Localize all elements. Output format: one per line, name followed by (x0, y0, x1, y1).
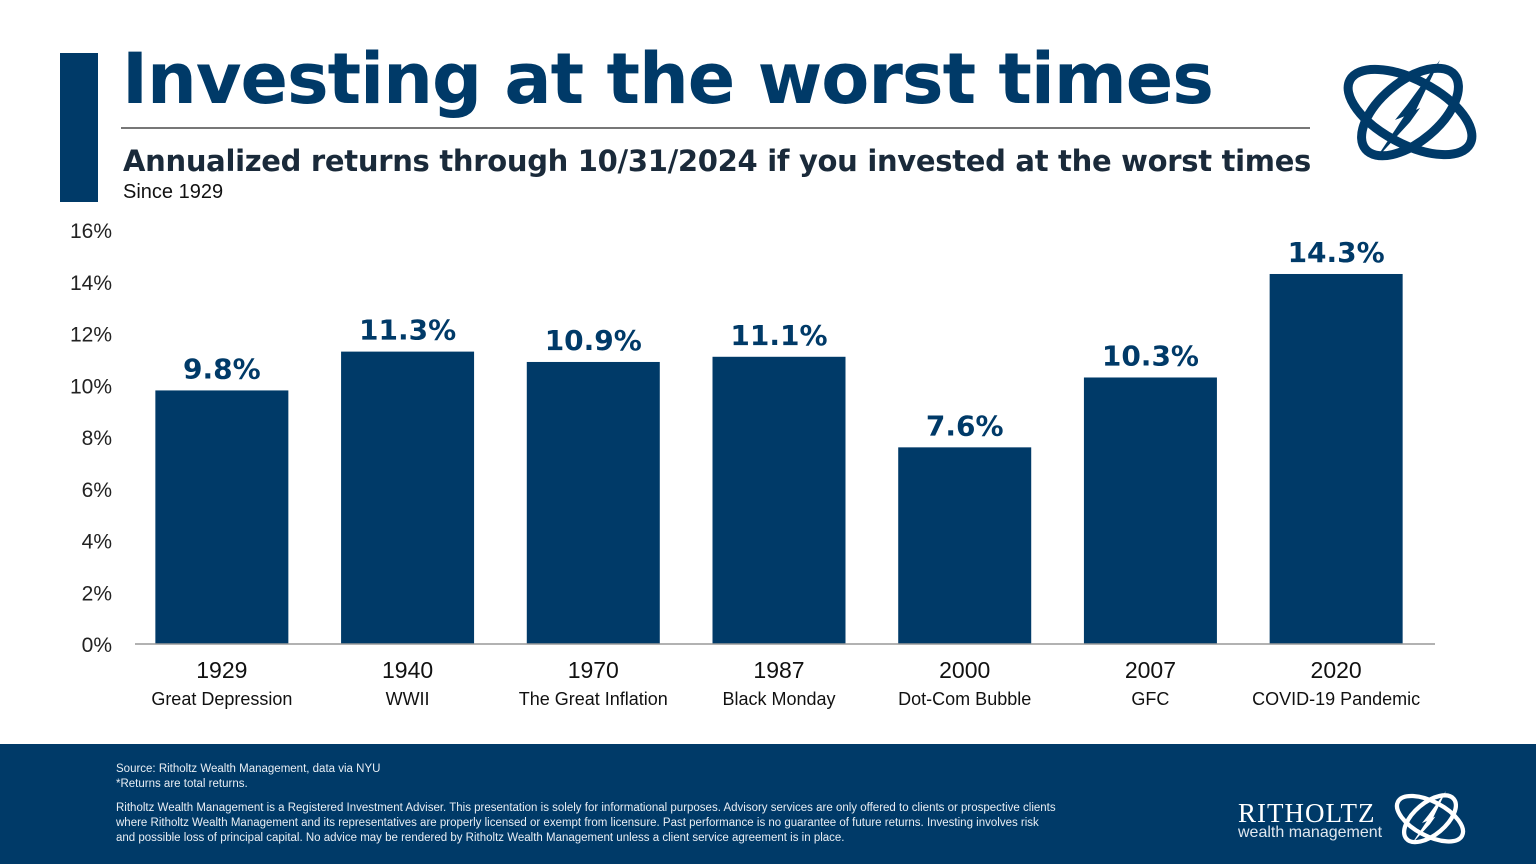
data-label: 14.3% (1288, 236, 1385, 269)
x-sublabel: The Great Inflation (519, 689, 668, 709)
y-tick-label: 4% (82, 531, 112, 554)
x-tick-label: 2020 (1311, 657, 1362, 683)
x-sublabel: COVID-19 Pandemic (1252, 689, 1420, 709)
brand-name: RITHOLTZ (1238, 798, 1376, 828)
x-tick-label: 1929 (196, 657, 247, 683)
data-label: 9.8% (183, 352, 261, 385)
note-text: *Returns are total returns. (116, 778, 248, 790)
brand-sub: wealth management (1238, 824, 1383, 841)
y-tick-label: 10% (70, 375, 112, 398)
data-label: 10.9% (545, 324, 642, 357)
bar (898, 447, 1032, 644)
y-tick-label: 2% (82, 582, 112, 605)
x-tick-label: 2000 (939, 657, 990, 683)
accent-bar (60, 53, 98, 202)
x-sublabel: Dot-Com Bubble (898, 689, 1031, 709)
data-label: 11.3% (359, 314, 456, 347)
bar (526, 361, 660, 644)
page-title: Investing at the worst times (122, 38, 1214, 120)
x-tick-label: 1987 (753, 657, 804, 683)
source-text: Source: Ritholtz Wealth Management, data… (116, 763, 381, 775)
bar (712, 356, 846, 644)
data-label: 10.3% (1102, 339, 1199, 372)
bar (155, 390, 289, 644)
x-tick-label: 1970 (568, 657, 619, 683)
y-tick-label: 6% (82, 479, 112, 502)
disclaimer-text: Ritholtz Wealth Management is a Register… (116, 802, 1056, 844)
data-label: 11.1% (730, 319, 827, 352)
bar (1083, 377, 1217, 644)
since-label: Since 1929 (123, 181, 224, 203)
x-sublabel: Great Depression (151, 689, 292, 709)
x-tick-label: 2007 (1125, 657, 1176, 683)
brand-logo: RITHOLTZ wealth management (1238, 798, 1383, 841)
x-sublabel: Black Monday (722, 689, 835, 709)
y-tick-label: 14% (70, 272, 112, 295)
ritholtz-logo-icon (1343, 60, 1477, 161)
y-tick-label: 0% (82, 634, 112, 657)
y-tick-label: 8% (82, 427, 112, 450)
y-tick-label: 12% (70, 324, 112, 347)
chart-subtitle: Annualized returns through 10/31/2024 if… (123, 144, 1312, 178)
title-divider (121, 127, 1310, 129)
x-sublabel: WWII (386, 689, 430, 709)
data-label: 7.6% (926, 409, 1004, 442)
y-tick-label: 16% (70, 220, 112, 243)
bar (341, 351, 475, 644)
x-sublabel: GFC (1131, 689, 1169, 709)
bar-chart: 0% 2% 4% 6% 8% 10% 12% 14% 16% 9.8% 1929 Great Depr… (70, 220, 1435, 709)
bar (1269, 273, 1403, 644)
footer: Source: Ritholtz Wealth Management, data… (0, 744, 1536, 864)
ritholtz-logo-small-icon (1394, 791, 1466, 845)
x-tick-label: 1940 (382, 657, 433, 683)
